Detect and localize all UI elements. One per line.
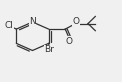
Text: O: O: [66, 36, 73, 46]
Text: Br: Br: [44, 45, 54, 54]
Text: O: O: [72, 17, 79, 26]
Text: N: N: [29, 17, 36, 26]
Text: Cl: Cl: [5, 21, 14, 30]
